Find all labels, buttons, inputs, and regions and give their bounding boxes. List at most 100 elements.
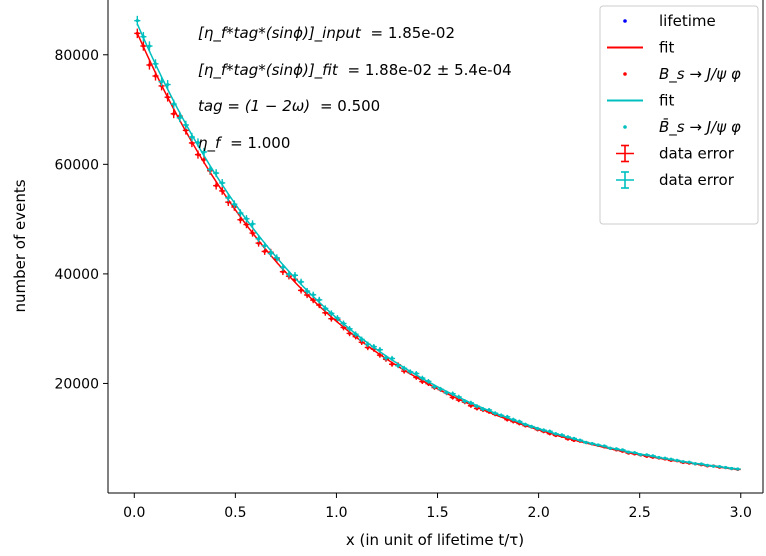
annotation-eta-value: = 1.000	[230, 134, 290, 152]
data-point	[269, 251, 273, 256]
data-point	[457, 395, 461, 399]
data-point	[736, 467, 740, 471]
data-point	[511, 417, 515, 422]
data-point	[463, 399, 467, 403]
data-point	[432, 385, 437, 389]
data-point	[675, 458, 679, 462]
data-point	[505, 415, 509, 419]
annotation-tag-value: = 0.500	[320, 97, 380, 115]
data-point	[311, 293, 315, 297]
data-point	[499, 413, 503, 417]
annotation-fit-label: [η_f*tag*(sinϕ)]_fit	[198, 61, 339, 80]
data-point	[542, 428, 546, 432]
legend-entry: data error	[616, 171, 735, 189]
data-point	[299, 280, 303, 284]
data-point	[408, 370, 412, 374]
legend-entry: fit	[607, 92, 674, 110]
x-tick-label: 0.5	[224, 505, 246, 521]
data-point	[717, 464, 722, 469]
data-point	[596, 443, 600, 447]
data-point	[196, 140, 200, 145]
data-point	[172, 102, 176, 106]
legend-entry: lifetime	[623, 12, 716, 30]
data-point	[687, 460, 691, 464]
data-point	[566, 435, 570, 439]
data-point	[329, 317, 333, 321]
legend-marker-dot	[623, 125, 627, 129]
data-point	[372, 345, 376, 349]
data-point	[244, 222, 249, 227]
y-tick-label: 40000	[54, 267, 99, 283]
data-point	[390, 362, 394, 366]
data-point	[360, 337, 364, 341]
data-point	[341, 321, 346, 326]
data-point	[414, 371, 418, 376]
annotation-fit-value: = 1.88e-02 ± 5.4e-04	[348, 61, 512, 79]
legend-entry: B̄_s → J/ψ φ	[623, 117, 741, 137]
x-tick-label: 0.0	[123, 505, 145, 521]
data-point	[608, 446, 612, 450]
data-point	[366, 342, 370, 346]
data-point	[390, 356, 394, 361]
data-point	[226, 196, 230, 200]
series-4	[134, 15, 741, 471]
data-point	[226, 200, 230, 204]
legend-marker-dot	[623, 72, 627, 76]
data-point	[626, 450, 631, 454]
legend-label: B̄_s → J/ψ φ	[659, 117, 741, 137]
legend-label: lifetime	[659, 12, 716, 30]
data-point	[445, 391, 449, 395]
data-point	[493, 411, 497, 415]
x-tick-label: 1.0	[325, 505, 347, 521]
data-point	[329, 311, 333, 315]
data-point	[166, 95, 170, 99]
x-tick-label: 2.0	[527, 505, 549, 521]
data-point	[311, 298, 315, 302]
legend-label: fit	[659, 39, 674, 57]
data-point	[263, 244, 267, 248]
data-point	[614, 447, 619, 451]
data-point	[250, 222, 255, 226]
data-point	[699, 462, 703, 466]
data-point	[529, 424, 534, 429]
x-tick-label: 3.0	[730, 505, 752, 521]
data-point	[426, 379, 431, 383]
data-point	[153, 74, 158, 78]
data-point	[214, 184, 218, 188]
data-point	[730, 466, 734, 471]
data-point	[354, 332, 358, 336]
data-point	[305, 293, 309, 297]
data-point	[190, 141, 194, 145]
data-point	[438, 387, 443, 391]
x-tick-label: 1.5	[426, 505, 448, 521]
data-point	[147, 63, 152, 67]
data-point	[602, 444, 606, 448]
data-point	[335, 316, 340, 320]
annotation-eta-label: η_f	[198, 134, 223, 153]
data-point	[299, 288, 303, 292]
legend: lifetime fit B_s → J/ψ φ fit B̄_s → J/ψ φ dat…	[599, 5, 759, 225]
data-point	[178, 116, 182, 120]
data-point	[451, 392, 455, 396]
data-point	[323, 311, 327, 315]
data-point	[166, 82, 170, 87]
data-point	[487, 408, 491, 412]
legend-frame	[599, 5, 759, 225]
data-point	[420, 376, 424, 380]
data-point	[554, 432, 558, 436]
legend-label: data error	[659, 171, 735, 189]
data-point	[481, 407, 485, 411]
data-layer	[134, 15, 741, 472]
data-point	[196, 152, 200, 157]
data-point	[535, 426, 540, 431]
data-point	[244, 217, 249, 221]
data-point	[347, 327, 352, 331]
data-point	[681, 460, 685, 464]
data-point	[281, 270, 285, 274]
annotation-tag: tag = (1 − 2ω) = 0.500	[198, 97, 380, 115]
data-point	[317, 298, 321, 302]
data-point	[451, 395, 455, 400]
data-point	[475, 404, 479, 408]
legend-label: B_s → J/ψ φ	[659, 65, 741, 84]
